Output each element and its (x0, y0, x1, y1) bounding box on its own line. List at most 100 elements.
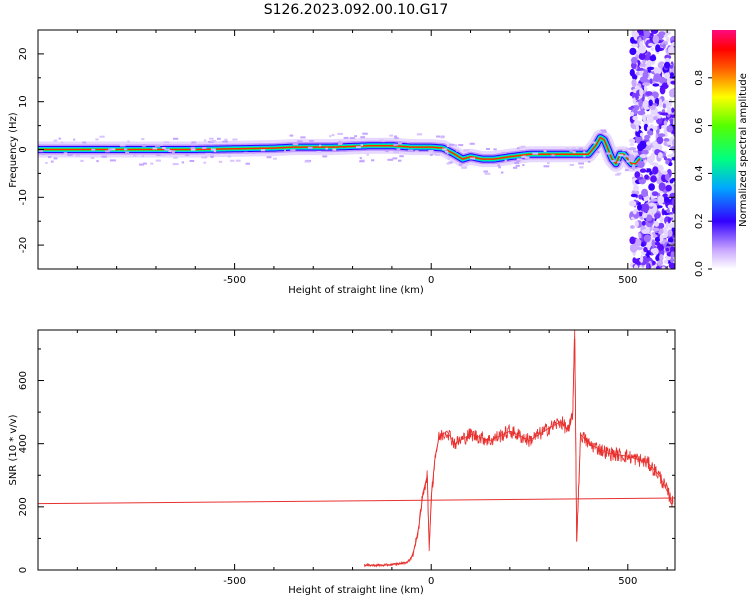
speckle (244, 151, 248, 154)
speckle (359, 157, 362, 159)
noise-blob (661, 109, 666, 114)
snr-frame (37, 329, 676, 571)
speckle (216, 137, 221, 140)
noise-blob (664, 173, 670, 181)
speckle (399, 155, 404, 158)
ridge-core (38, 136, 641, 165)
noise-blob (671, 198, 675, 205)
speckle (109, 159, 116, 162)
noise-blob (644, 134, 651, 140)
speckle (354, 135, 357, 138)
noise-blob (650, 47, 654, 52)
noise-blob (628, 138, 636, 143)
speckle (101, 155, 107, 158)
noise-blob (635, 124, 640, 132)
speckle (430, 153, 433, 156)
figure-title: S126.2023.092.00.10.G17 (264, 2, 449, 18)
speckle (485, 148, 490, 150)
noise-blob (639, 132, 644, 137)
y-tick-label: 0 (18, 567, 29, 573)
speckle (190, 148, 196, 151)
noise-blob (629, 142, 635, 147)
noise-blob (648, 99, 653, 107)
speckle (266, 156, 272, 159)
noise-blob (636, 246, 643, 251)
speckle (618, 154, 624, 157)
speckle (623, 155, 629, 158)
speckle (579, 166, 584, 169)
speckle (80, 159, 84, 162)
speckle (222, 140, 228, 143)
speckle (124, 148, 128, 151)
noise-blob (632, 97, 636, 105)
speckle (407, 149, 414, 152)
speckle (292, 149, 295, 152)
speckle (394, 137, 399, 140)
speckle (464, 149, 470, 152)
noise-blob (649, 55, 657, 62)
speckle (498, 166, 501, 169)
noise-blob (647, 66, 655, 70)
noise-blob (669, 89, 675, 95)
speckle (446, 145, 450, 148)
colorbar-label: Normalized spectral amplitude (738, 73, 749, 227)
noise-blob (670, 80, 675, 85)
noise-blob (642, 203, 650, 212)
noise-blob (646, 168, 652, 173)
noise-blob (661, 266, 666, 269)
speckle (360, 144, 363, 147)
noise-blob (648, 43, 655, 47)
noise-blob (647, 130, 654, 136)
speckle (45, 162, 48, 164)
noise-blob (655, 44, 661, 53)
colorbar-tick-label: 0.8 (694, 70, 705, 86)
noise-blob (658, 200, 663, 205)
noise-blob (634, 171, 641, 179)
speckle (458, 144, 464, 147)
noise-blob (630, 193, 638, 198)
noise-blob (663, 138, 670, 142)
speckle (67, 154, 73, 156)
speckle (435, 153, 440, 156)
noise-blob (661, 170, 668, 175)
noise-blob (661, 124, 669, 129)
noise-blob (637, 110, 646, 116)
speckle (292, 143, 299, 146)
speckle (157, 143, 164, 146)
noise-blob (643, 99, 649, 107)
speckle (99, 135, 105, 138)
speckle (39, 150, 44, 153)
noise-blob (652, 35, 660, 44)
speckle (392, 157, 398, 160)
speckle (230, 159, 235, 162)
noise-blob (667, 216, 671, 224)
speckle (141, 155, 144, 158)
speckle (436, 135, 441, 138)
noise-blob (650, 30, 659, 34)
noise-blob (635, 72, 640, 76)
noise-blob (645, 91, 653, 96)
speckle (592, 141, 596, 144)
speckle (359, 160, 365, 163)
speckle (181, 161, 184, 164)
noise-blob (634, 220, 639, 228)
spectrogram-ticks: -500 0 500 -20 -10 0 10 20 (18, 29, 675, 286)
noise-blob (642, 63, 646, 68)
speckle (202, 147, 207, 150)
speckle (91, 148, 96, 151)
noise-blob (631, 56, 638, 64)
speckle (141, 138, 145, 141)
speckle (150, 162, 154, 165)
spectrogram-marks (38, 30, 675, 269)
speckle (41, 153, 45, 155)
speckle (633, 150, 639, 153)
noise-blob (631, 78, 637, 88)
noise-blob (657, 152, 663, 159)
speckle (319, 144, 322, 147)
y-tick-label: 200 (18, 497, 29, 516)
noise-blob (664, 61, 671, 69)
speckle (338, 143, 343, 145)
speckle (154, 144, 161, 147)
speckle (588, 160, 591, 163)
noise-blob (671, 227, 675, 233)
